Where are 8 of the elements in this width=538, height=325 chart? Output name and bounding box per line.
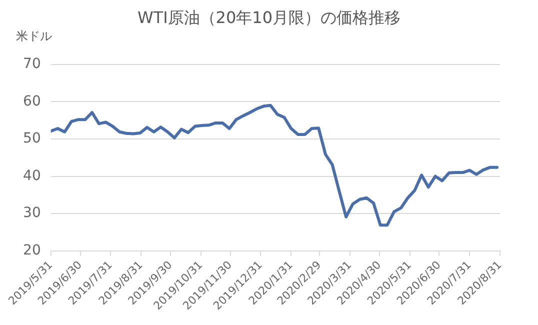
y-tick-label: 60 [23, 93, 41, 110]
chart-title: WTI原油（20年10月限）の価格推移 [136, 8, 402, 29]
y-axis-title: 米ドル [16, 28, 52, 45]
y-tick-label: 50 [23, 130, 41, 147]
y-tick-label: 70 [23, 56, 41, 72]
y-tick-label: 30 [23, 205, 41, 222]
y-tick-label: 40 [23, 168, 41, 184]
y-tick-label: 20 [23, 242, 41, 258]
